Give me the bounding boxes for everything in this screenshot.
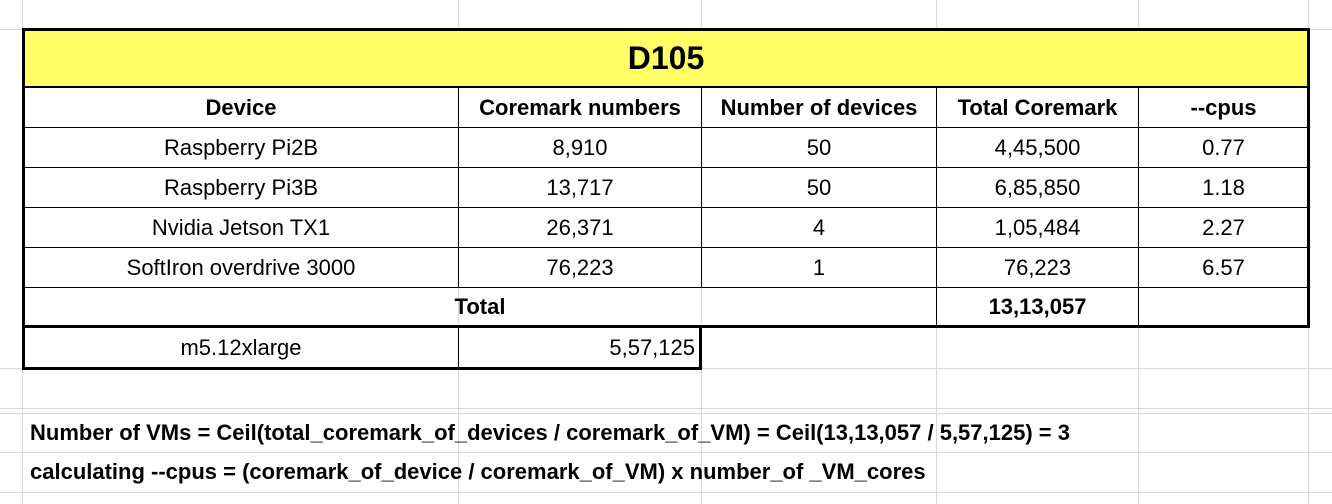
note-calculating-cpus: calculating --cpus = (coremark_of_device… (30, 459, 926, 484)
vm-name: m5.12xlarge (180, 335, 302, 360)
cell-coremark: 26,371 (546, 215, 614, 240)
header-coremark-numbers: Coremark numbers (479, 95, 681, 120)
cell-cpus: 1.18 (1202, 175, 1245, 200)
cell-device-count: 50 (806, 135, 832, 160)
sheet-title: D105 (24, 30, 1308, 87)
cell-total-coremark: 6,85,850 (994, 175, 1081, 200)
note-number-of-vms: Number of VMs = Ceil(total_coremark_of_d… (30, 419, 1070, 445)
cell-coremark: 13,717 (546, 175, 614, 200)
vm-coremark: 5,57,125 (609, 335, 695, 360)
total-cpus-empty (1139, 288, 1308, 326)
cell-device: Nvidia Jetson TX1 (151, 215, 331, 240)
cell-total-coremark: 76,223 (1003, 255, 1072, 280)
header-cpus: --cpus (1190, 95, 1257, 120)
cell-device-count: 4 (812, 215, 826, 240)
header-number-of-devices: Number of devices (720, 95, 918, 120)
cell-cpus: 2.27 (1202, 215, 1245, 240)
total-value: 13,13,057 (988, 294, 1087, 319)
sheet-title-text: D105 (627, 40, 705, 76)
header-device: Device (205, 95, 277, 120)
cell-coremark: 8,910 (552, 135, 608, 160)
cell-coremark: 76,223 (546, 255, 614, 280)
cell-device-count: 50 (806, 175, 832, 200)
cell-cpus: 0.77 (1202, 135, 1245, 160)
cell-device: Raspberry Pi3B (163, 175, 319, 200)
cell-total-coremark: 1,05,484 (994, 215, 1081, 240)
total-label: Total (454, 294, 506, 319)
cell-device: Raspberry Pi2B (163, 135, 319, 160)
cell-cpus: 6.57 (1202, 255, 1245, 280)
cell-total-coremark: 4,45,500 (994, 135, 1081, 160)
cell-device: SoftIron overdrive 3000 (126, 255, 356, 280)
cell-device-count: 1 (812, 255, 826, 280)
header-total-coremark: Total Coremark (957, 95, 1118, 120)
